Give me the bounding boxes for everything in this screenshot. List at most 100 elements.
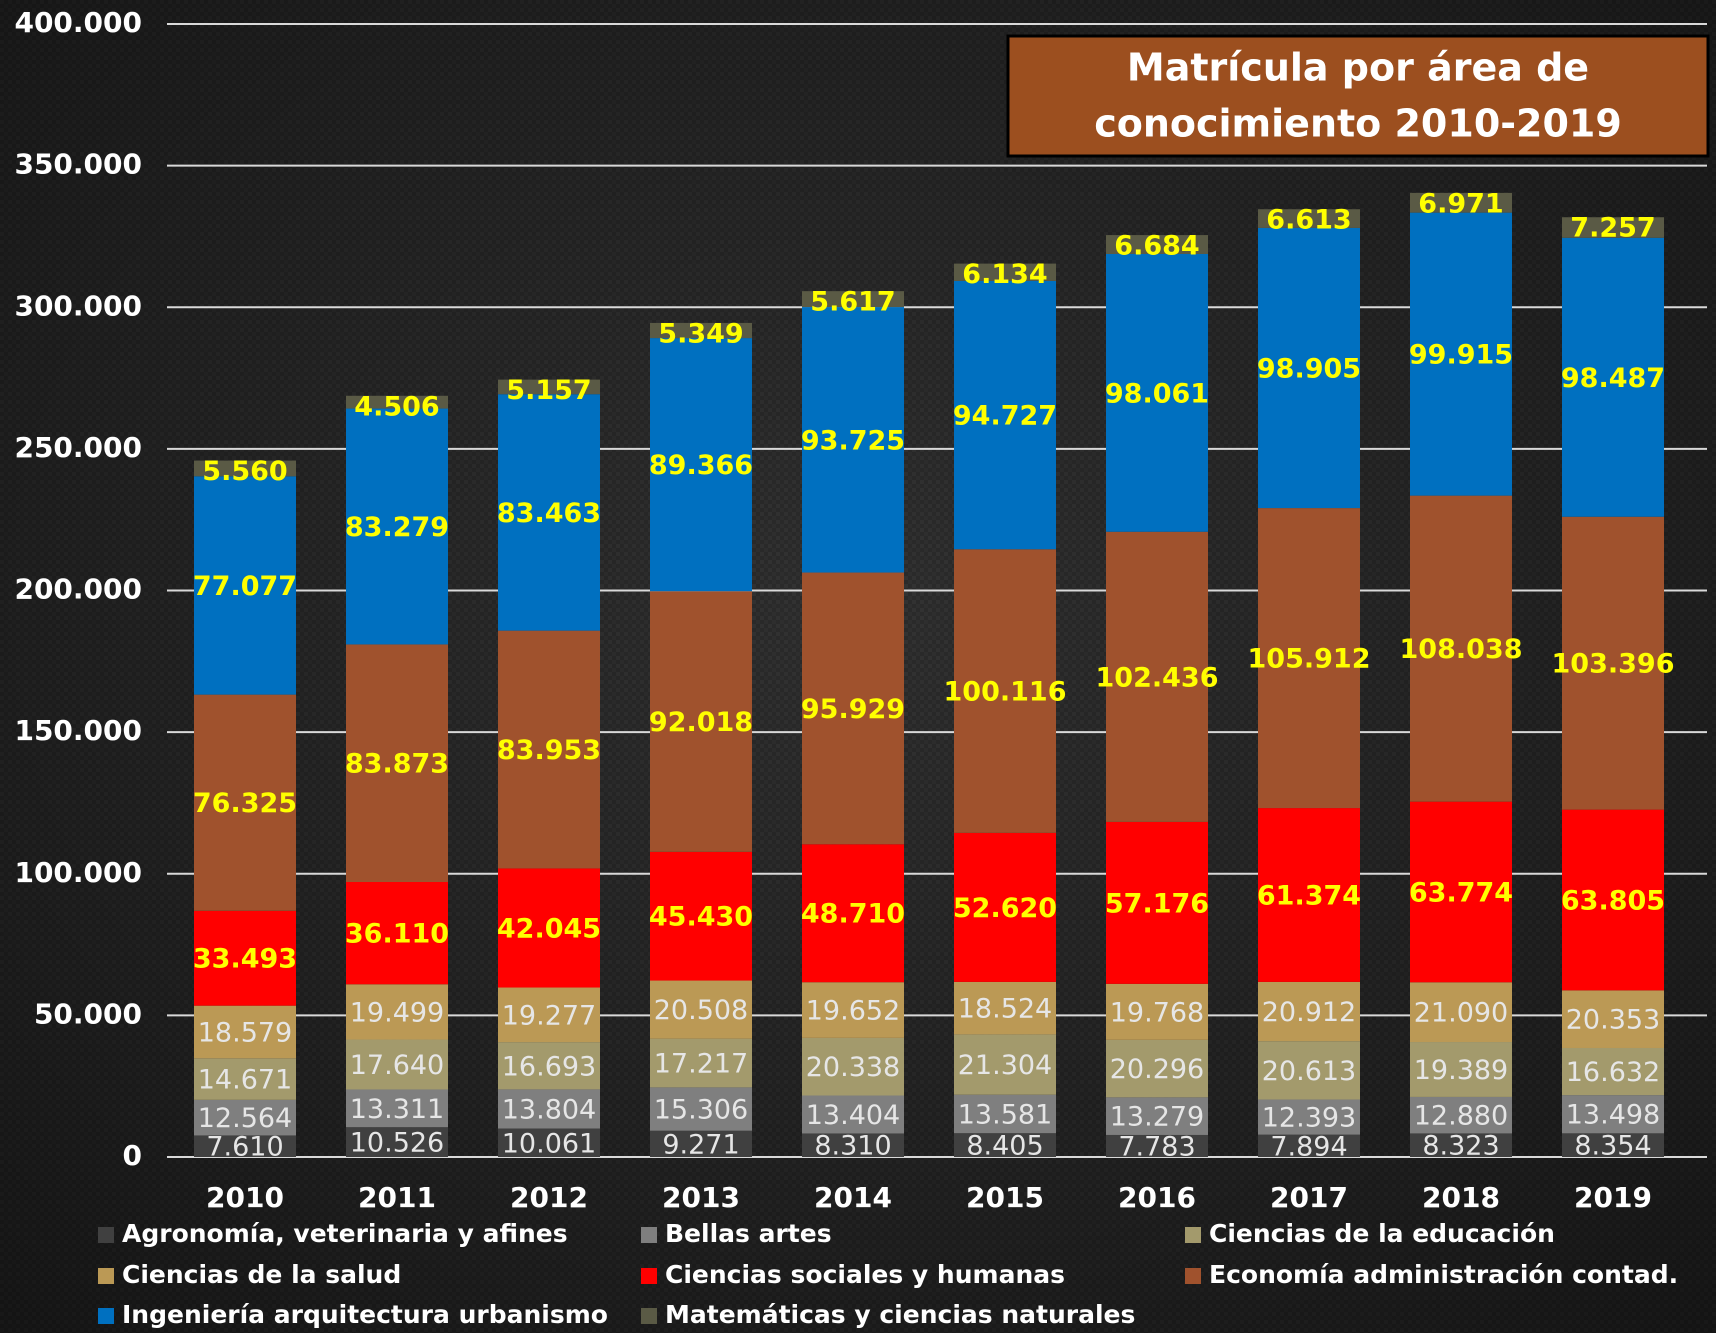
- bar-segment: [650, 1038, 752, 1088]
- legend-swatch: [98, 1268, 114, 1284]
- value-label: 13.498: [1566, 1100, 1660, 1131]
- bar-segment: [194, 1099, 296, 1136]
- legend-label: Ciencias de la educación: [1209, 1219, 1555, 1248]
- value-label: 5.560: [202, 456, 287, 487]
- bar-segment: [194, 476, 296, 695]
- bar-segment: [1410, 212, 1512, 496]
- bar-segment: [346, 1089, 448, 1128]
- bar-segment: [194, 1135, 296, 1157]
- value-label: 92.018: [649, 707, 753, 738]
- bar-segment: [1258, 1099, 1360, 1135]
- value-label: 83.463: [497, 498, 601, 529]
- value-label: 19.277: [502, 1000, 596, 1031]
- bar-segment: [1258, 1134, 1360, 1157]
- x-tick-label: 2010: [206, 1181, 284, 1214]
- bar-segment: [954, 280, 1056, 550]
- value-label: 7.610: [206, 1132, 283, 1163]
- y-tick-label: 0: [123, 1139, 142, 1172]
- x-tick-label: 2011: [358, 1181, 436, 1214]
- bar-segment: [650, 1087, 752, 1131]
- bar-segment: [498, 868, 600, 988]
- value-label: 100.116: [944, 677, 1067, 708]
- bar-segment: [1562, 990, 1664, 1048]
- chart-title: conocimiento 2010-2019: [1094, 102, 1622, 146]
- value-label: 16.632: [1566, 1057, 1660, 1088]
- legend-label: Bellas artes: [665, 1219, 832, 1248]
- bar-segment: [1258, 808, 1360, 982]
- bar-segment: [1258, 1041, 1360, 1100]
- y-tick-label: 100.000: [14, 856, 142, 889]
- value-label: 6.971: [1418, 188, 1503, 219]
- value-label: 76.325: [193, 788, 297, 819]
- bar-segment: [1410, 495, 1512, 802]
- value-label: 10.061: [502, 1128, 596, 1159]
- legend-swatch: [1185, 1227, 1201, 1243]
- value-label: 14.671: [198, 1065, 292, 1096]
- value-label: 5.349: [658, 318, 743, 349]
- value-label: 13.581: [958, 1099, 1052, 1130]
- bar-segment: [1106, 235, 1208, 255]
- value-label: 15.306: [654, 1095, 748, 1126]
- value-label: 63.774: [1409, 877, 1513, 908]
- title-box: [1006, 34, 1710, 158]
- bar-segment: [346, 408, 448, 645]
- value-label: 102.436: [1096, 662, 1219, 693]
- bar-segment: [1106, 1097, 1208, 1135]
- value-label: 13.804: [502, 1094, 596, 1125]
- value-label: 12.564: [198, 1103, 292, 1134]
- x-tick-label: 2018: [1422, 1181, 1500, 1214]
- bar-segment: [650, 338, 752, 592]
- x-tick-label: 2017: [1270, 1181, 1348, 1214]
- bar-segment: [194, 1005, 296, 1059]
- bar-segment: [1562, 237, 1664, 517]
- value-label: 7.783: [1118, 1131, 1195, 1162]
- legend-swatch: [641, 1268, 657, 1284]
- bar-segment: [1106, 1039, 1208, 1098]
- value-label: 94.727: [953, 401, 1057, 432]
- value-label: 63.805: [1561, 885, 1665, 916]
- bar-segment: [1106, 531, 1208, 822]
- x-tick-label: 2012: [510, 1181, 588, 1214]
- bar-segment: [802, 982, 904, 1038]
- bar-segment: [1562, 1133, 1664, 1157]
- bar-segment: [346, 395, 448, 409]
- legend-label: Agronomía, veterinaria y afines: [122, 1219, 568, 1248]
- value-label: 16.693: [502, 1051, 596, 1082]
- value-label: 17.217: [654, 1049, 748, 1080]
- legend-swatch: [641, 1308, 657, 1324]
- value-label: 95.929: [801, 694, 905, 725]
- bar-segment: [650, 980, 752, 1039]
- bar-segment: [346, 984, 448, 1040]
- value-label: 83.873: [345, 749, 449, 780]
- bar-segment: [498, 379, 600, 395]
- value-label: 93.725: [801, 425, 905, 456]
- value-label: 83.279: [345, 512, 449, 543]
- value-label: 4.506: [354, 391, 439, 422]
- bar-segment: [346, 1127, 448, 1157]
- bar-segment: [954, 981, 1056, 1035]
- value-label: 8.310: [814, 1131, 891, 1162]
- value-label: 13.279: [1110, 1102, 1204, 1133]
- value-label: 98.487: [1561, 363, 1665, 394]
- value-label: 105.912: [1248, 644, 1371, 675]
- bar-segment: [194, 910, 296, 1006]
- bar-segment: [1410, 192, 1512, 213]
- value-label: 12.393: [1262, 1103, 1356, 1134]
- value-label: 7.894: [1270, 1131, 1347, 1162]
- value-label: 19.652: [806, 996, 900, 1027]
- value-label: 45.430: [649, 902, 753, 933]
- bar-segment: [498, 1089, 600, 1129]
- bar-segment: [194, 1058, 296, 1100]
- bar-segment: [498, 1042, 600, 1090]
- value-label: 8.323: [1422, 1131, 1499, 1162]
- value-label: 19.389: [1414, 1055, 1508, 1086]
- bar-segment: [1106, 254, 1208, 532]
- bar-segment: [1106, 821, 1208, 984]
- bar-segment: [802, 572, 904, 845]
- x-tick-label: 2019: [1574, 1181, 1652, 1214]
- y-tick-label: 200.000: [14, 573, 142, 606]
- bar-segment: [1258, 227, 1360, 509]
- value-label: 19.499: [350, 997, 444, 1028]
- legend-label: Matemáticas y ciencias naturales: [665, 1300, 1135, 1329]
- value-label: 12.880: [1414, 1101, 1508, 1132]
